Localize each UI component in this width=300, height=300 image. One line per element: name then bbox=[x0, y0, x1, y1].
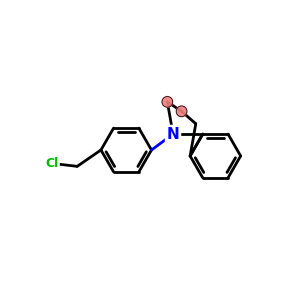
Text: N: N bbox=[167, 127, 179, 142]
Text: Cl: Cl bbox=[45, 157, 58, 170]
Circle shape bbox=[162, 97, 173, 107]
Circle shape bbox=[176, 106, 187, 117]
